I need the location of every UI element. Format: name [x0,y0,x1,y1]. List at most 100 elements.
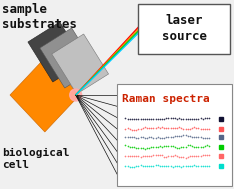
Point [160,118,164,121]
Point [143,126,147,129]
Point [147,136,151,139]
Point [139,155,142,158]
Point [171,155,175,158]
Point [147,118,151,121]
Point [139,136,142,139]
Point [149,136,153,139]
Point [197,127,200,130]
Point [136,136,140,139]
Point [151,117,155,120]
Point [171,145,175,148]
Point [132,118,136,121]
Point [143,147,147,150]
Point [194,117,198,120]
Point [128,154,132,157]
Point [156,126,160,129]
Point [160,165,164,168]
Point [175,117,179,120]
Point [130,117,134,120]
Point [201,154,205,157]
Point [169,116,172,119]
Point [182,117,185,120]
Point [201,136,205,139]
Point [128,165,132,168]
Point [145,165,149,168]
Point [194,126,198,129]
Point [162,117,166,120]
Point [162,164,166,167]
Point [126,118,129,121]
Point [186,155,190,158]
Point [158,126,162,129]
Point [186,144,190,147]
Point [145,154,149,157]
Point [130,146,134,149]
Point [134,128,138,131]
Point [192,126,196,129]
FancyBboxPatch shape [117,84,232,186]
Point [197,165,200,168]
Point [205,153,209,156]
Point [199,154,202,157]
Point [145,146,149,149]
Point [205,164,209,167]
Point [203,145,207,148]
Point [184,134,187,137]
Point [194,154,198,157]
Point [194,165,198,168]
Point [197,154,200,157]
Point [124,135,127,138]
Point [141,155,145,158]
Point [143,118,147,121]
Point [169,155,172,158]
Point [160,136,164,139]
Point [164,117,168,120]
Point [179,135,183,138]
Point [192,154,196,157]
Point [141,136,145,139]
Point [145,136,149,139]
Point [139,127,142,130]
Point [203,153,207,156]
Point [128,118,132,121]
Point [167,117,170,120]
Point [182,165,185,168]
Point [207,117,211,120]
Point [167,155,170,158]
Point [136,155,140,158]
Point [205,117,209,120]
Point [203,117,207,120]
Point [145,126,149,129]
Point [192,164,196,167]
Point [134,155,138,158]
Point [158,153,162,156]
Point [173,135,177,138]
Point [175,146,179,149]
Point [186,134,190,137]
Point [151,136,155,139]
Point [167,127,170,130]
Point [132,129,136,132]
Point [126,135,129,138]
Point [190,154,194,157]
Point [207,153,211,156]
Point [190,126,194,129]
Point [134,136,138,139]
Point [190,145,194,148]
Point [126,164,129,167]
Point [175,126,179,129]
Point [207,164,211,167]
Point [141,118,145,121]
Point [182,127,185,130]
Point [175,154,179,157]
Point [169,127,172,130]
Point [160,126,164,129]
Point [179,146,183,149]
Point [158,145,162,148]
Point [197,135,200,138]
Point [128,136,132,139]
Point [134,146,138,149]
Point [141,164,145,167]
Point [197,146,200,149]
Point [197,117,200,120]
